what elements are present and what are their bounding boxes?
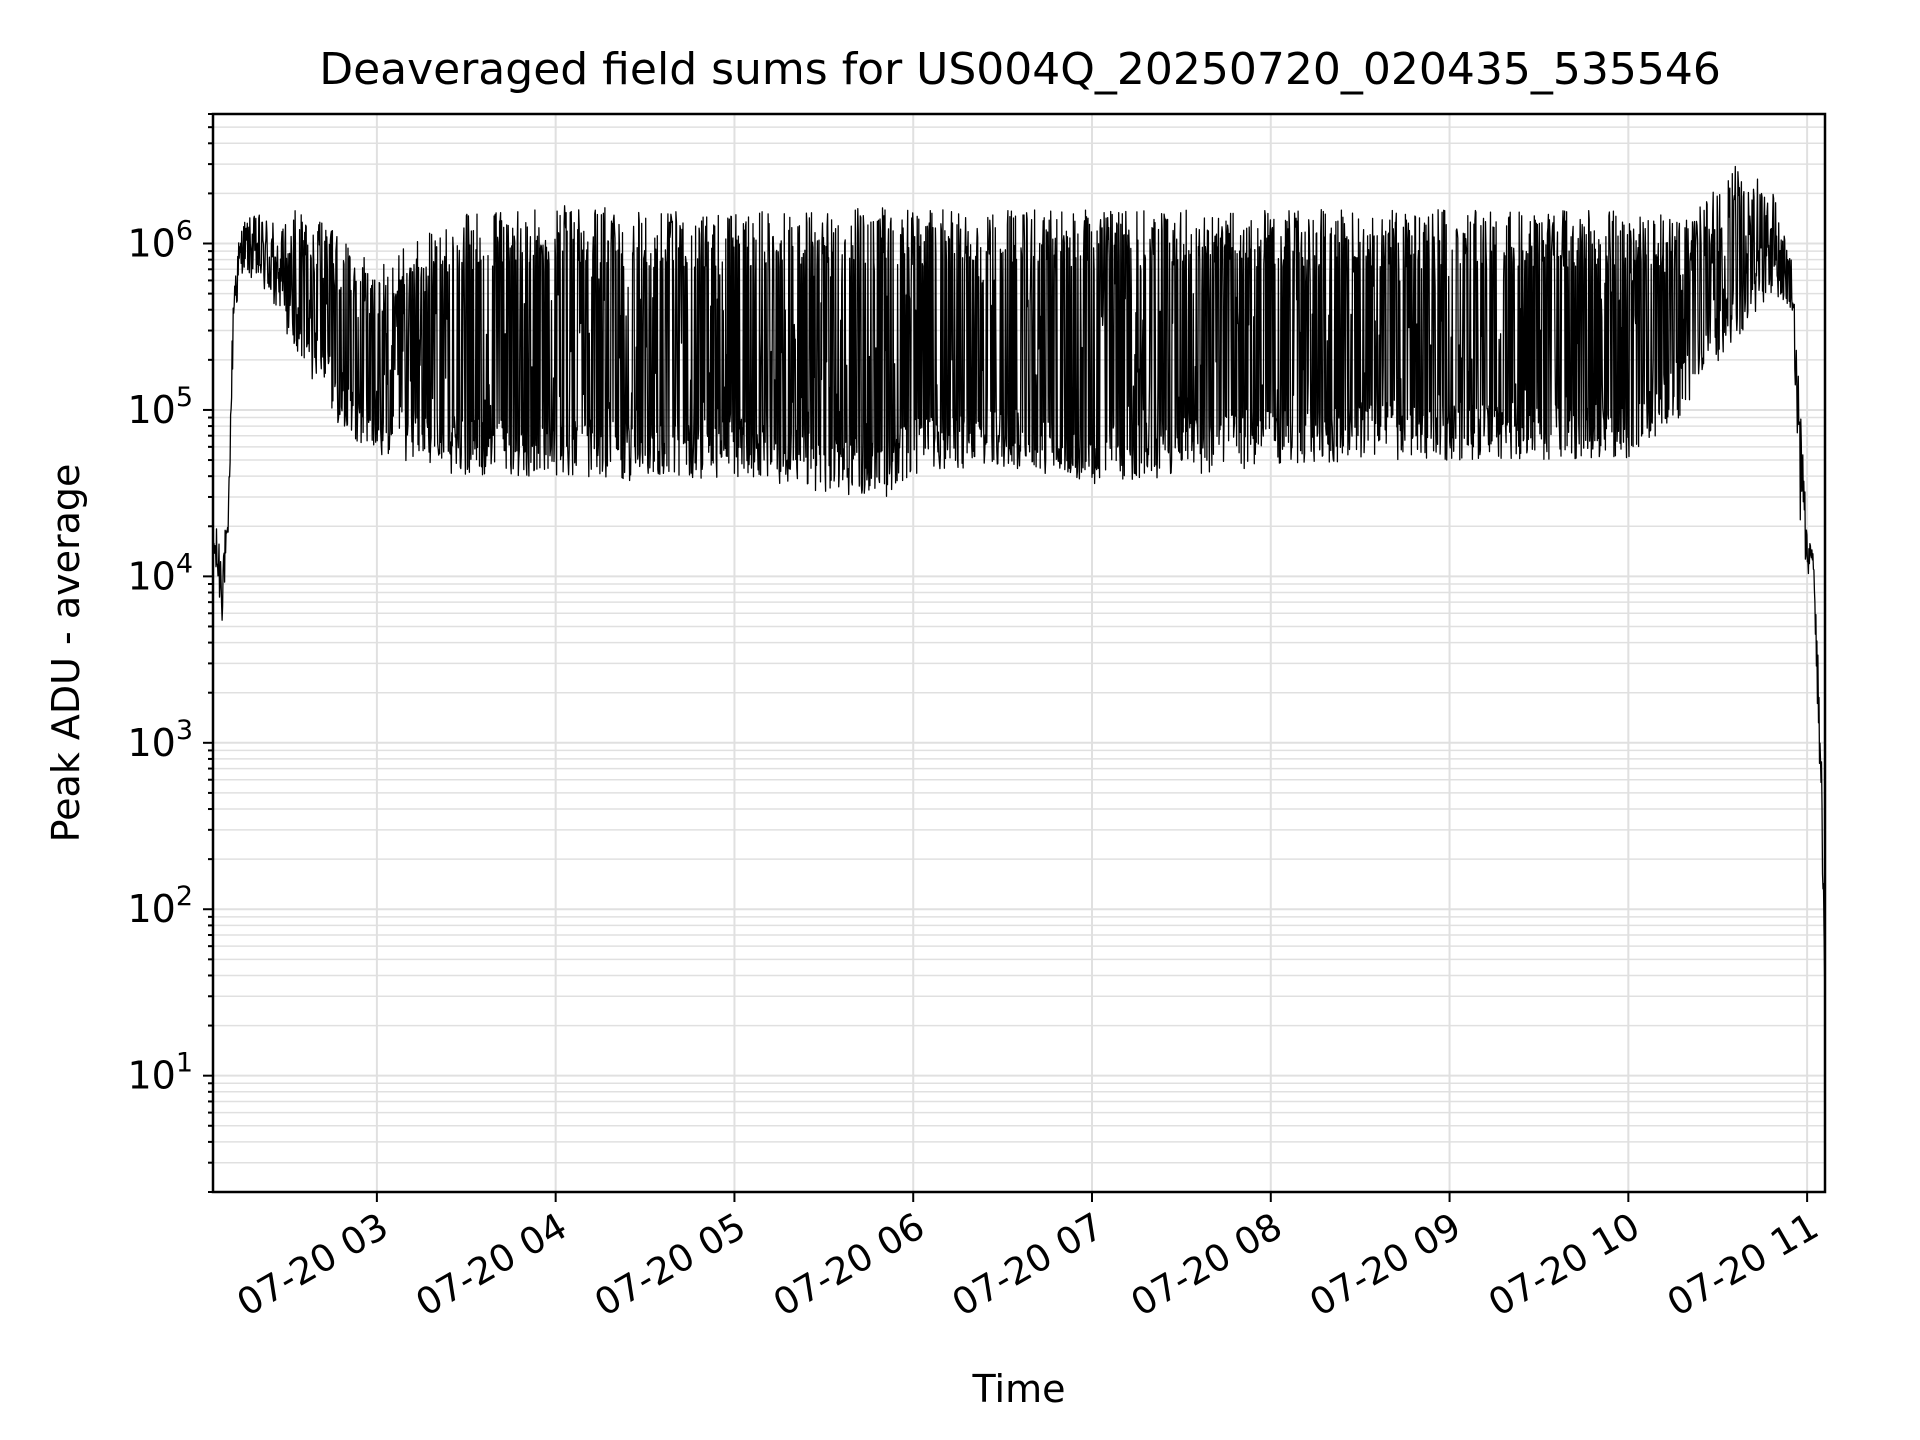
y-axis-label: Peak ADU - average bbox=[44, 464, 88, 843]
series-line-layer bbox=[212, 165, 1826, 1007]
y-tick-label: 101 bbox=[127, 1048, 193, 1098]
y-tick-label: 103 bbox=[127, 715, 193, 765]
y-tick-label: 105 bbox=[127, 382, 193, 432]
y-axis: 101 102 103 104 105 106 bbox=[127, 113, 213, 1193]
y-tick-label: 104 bbox=[127, 548, 193, 598]
x-axis-label: Time bbox=[972, 1367, 1066, 1411]
y-tick-label: 106 bbox=[127, 216, 193, 266]
y-tick-label: 102 bbox=[127, 881, 193, 931]
plot-frame bbox=[211, 112, 1827, 1194]
series-line bbox=[212, 165, 1826, 1007]
chart-title: Deaveraged field sums for US004Q_2025072… bbox=[319, 44, 1721, 95]
